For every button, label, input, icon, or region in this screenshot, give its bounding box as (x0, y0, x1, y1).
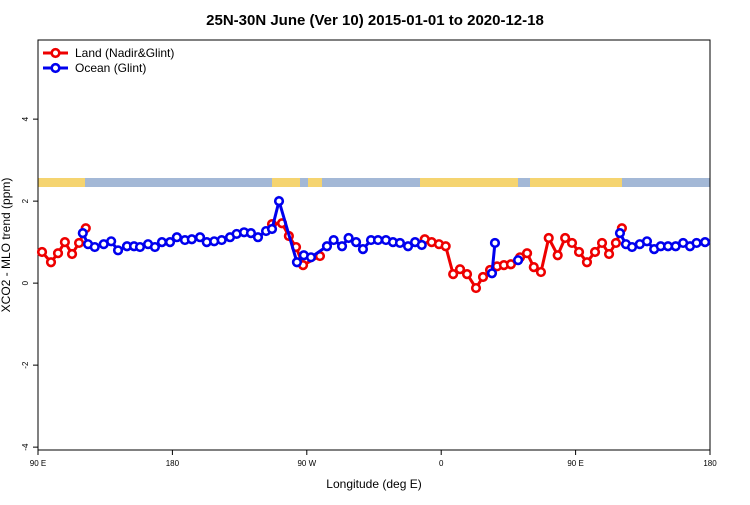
data-point (513, 255, 524, 266)
data-point (552, 250, 563, 261)
data-point (273, 196, 285, 207)
data-point (245, 228, 257, 239)
data-point (477, 271, 489, 283)
y-tick-label: 0 (21, 280, 30, 285)
data-point (560, 232, 571, 244)
plot-frame (37, 39, 711, 451)
data-point (610, 237, 622, 249)
data-point (194, 232, 206, 243)
data-point (45, 257, 57, 268)
data-point (691, 237, 702, 249)
y-tick-label: -2 (21, 361, 30, 369)
x-tick-label: 90 W (297, 459, 316, 468)
data-point (521, 248, 533, 259)
legend-marker (50, 47, 61, 59)
data-point (112, 245, 124, 256)
y-tick-label: 4 (21, 116, 30, 121)
y-axis-label: XCO2 - MLO trend (ppm) (0, 178, 13, 313)
data-point (357, 244, 369, 255)
data-point (266, 223, 278, 235)
x-tick-label: 180 (166, 459, 180, 468)
data-point (448, 269, 459, 280)
data-point (89, 241, 100, 253)
legend-marker (50, 62, 61, 74)
data-point (328, 234, 339, 246)
data-point (321, 241, 333, 252)
data-point (394, 237, 406, 249)
data-point (528, 262, 539, 273)
data-point (581, 257, 593, 268)
data-point (252, 232, 264, 243)
data-point (59, 237, 70, 248)
x-tick-label: 0 (439, 459, 444, 468)
y-tick-label: -4 (21, 443, 30, 451)
x-tick-label: 180 (703, 459, 717, 468)
data-point (603, 248, 615, 260)
data-point (343, 232, 354, 244)
legend-label: Ocean (Glint) (75, 61, 146, 75)
data-point (641, 236, 653, 247)
data-point (77, 228, 88, 239)
data-point (573, 246, 585, 258)
data-point (402, 241, 414, 252)
data-point (164, 237, 176, 248)
data-point (52, 248, 64, 259)
map-strip (38, 178, 710, 187)
data-point (489, 237, 501, 249)
data-point (66, 248, 78, 260)
data-point (216, 234, 227, 246)
data-point (543, 232, 554, 244)
data-point (305, 252, 317, 263)
data-point (440, 241, 451, 252)
data-point (416, 239, 427, 251)
data-point (186, 234, 197, 245)
data-point (596, 237, 608, 249)
data-point (156, 237, 168, 248)
x-tick-label: 90 E (30, 459, 46, 468)
legend-label: Land (Nadir&Glint) (75, 46, 174, 60)
data-point (461, 269, 473, 280)
data-point (566, 237, 578, 249)
data-point (350, 237, 362, 248)
data-point (106, 236, 117, 247)
x-tick-label: 90 E (567, 459, 583, 468)
data-point (291, 257, 303, 268)
chart-title: 25N-30N June (Ver 10) 2015-01-01 to 2020… (206, 12, 544, 29)
data-point (626, 241, 638, 253)
data-point (589, 246, 601, 258)
data-point (470, 282, 482, 294)
x-axis-label: Longitude (deg E) (326, 477, 421, 491)
data-point (486, 268, 498, 279)
data-point (505, 259, 517, 270)
data-point (171, 232, 182, 243)
data-point (535, 266, 547, 278)
data-point (614, 228, 626, 239)
data-point (336, 241, 348, 252)
data-point (73, 237, 85, 249)
data-point (134, 241, 146, 253)
data-point (36, 246, 48, 258)
y-tick-label: 2 (21, 198, 30, 203)
data-point (149, 241, 161, 253)
data-point (372, 234, 384, 246)
series-line (40, 221, 624, 291)
data-point (699, 237, 711, 248)
data-point (454, 264, 466, 275)
